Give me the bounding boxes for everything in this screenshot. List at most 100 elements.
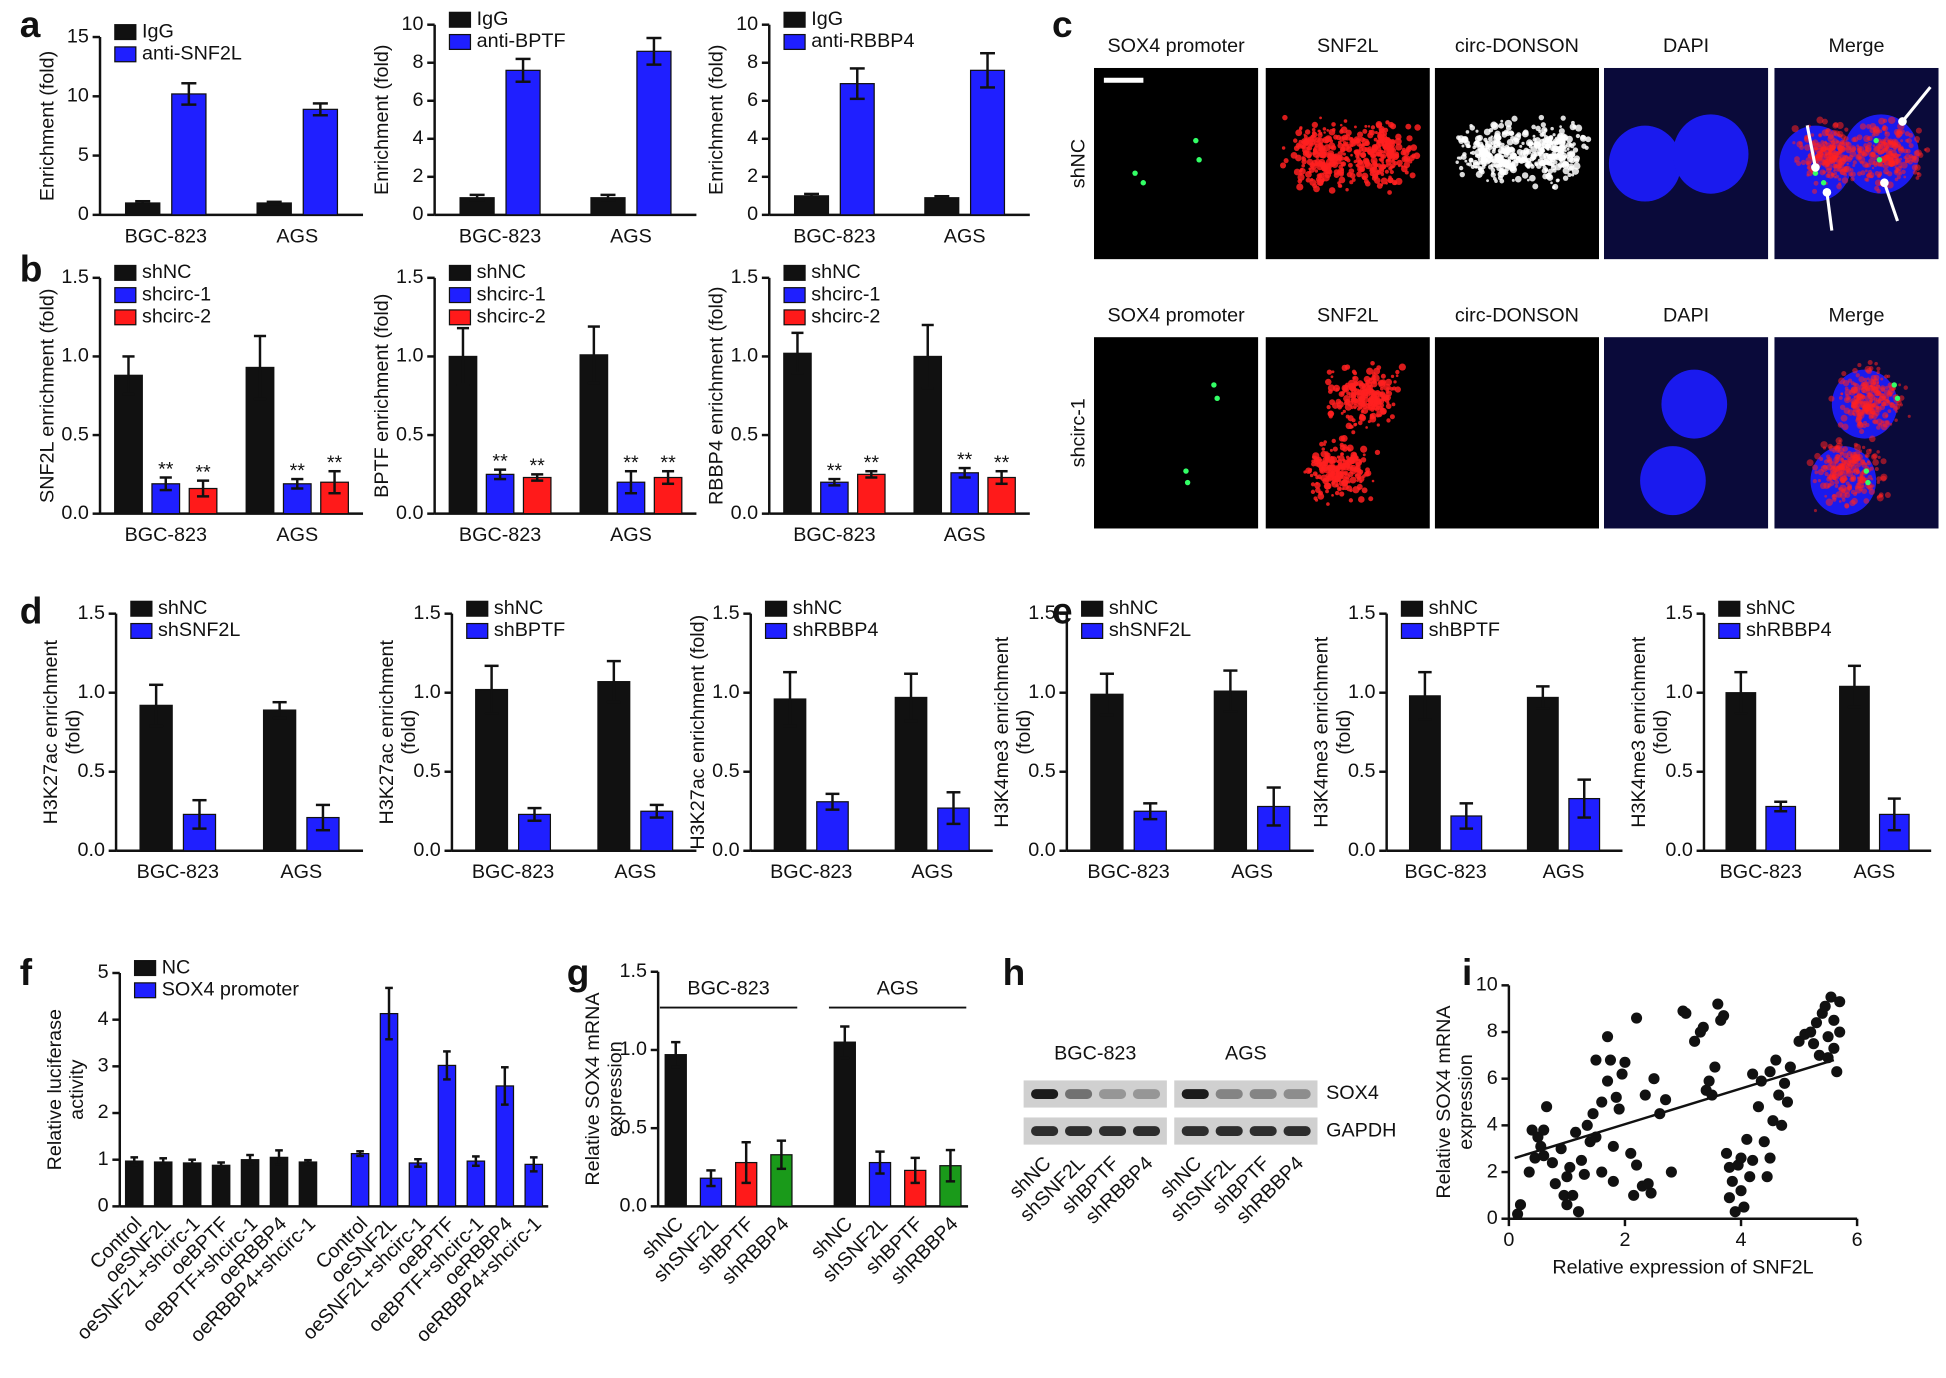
speckle	[1370, 125, 1376, 130]
column-header: SNF2L	[1317, 35, 1378, 57]
speckle	[1863, 498, 1870, 504]
speckle	[1384, 169, 1389, 174]
fish-dot	[1184, 479, 1191, 486]
y-tick-label: 15	[67, 25, 89, 47]
point	[1758, 1136, 1770, 1148]
column-header: SOX4 promoter	[1108, 35, 1246, 57]
speckle	[1862, 390, 1866, 394]
bar	[820, 481, 849, 515]
speckle	[1868, 157, 1876, 166]
point	[1578, 1168, 1590, 1180]
speckle	[1331, 480, 1336, 485]
error-bar	[662, 469, 675, 486]
point	[1631, 1012, 1643, 1024]
micrograph-bg	[1094, 337, 1259, 529]
y-tick-label: 1.0	[1028, 681, 1055, 703]
speckle	[1348, 391, 1356, 399]
y-axis-label: (fold)	[1650, 710, 1672, 755]
column-header: DAPI	[1663, 35, 1709, 57]
speckle	[1834, 484, 1839, 488]
speckle	[1314, 473, 1318, 476]
speckle	[1838, 454, 1843, 458]
bar	[1839, 685, 1870, 852]
speckle	[1541, 126, 1548, 134]
panel-label: h	[1003, 951, 1026, 993]
speckle	[1881, 157, 1887, 163]
speckle	[1360, 445, 1368, 453]
speckle	[1379, 391, 1386, 398]
speckle	[1834, 461, 1838, 465]
speckle	[1869, 435, 1876, 443]
legend-swatch	[783, 309, 806, 326]
legend-label: shNC	[158, 597, 207, 619]
y-tick-label: 0.5	[1028, 760, 1055, 782]
speckle	[1885, 420, 1890, 425]
speckle	[1861, 386, 1867, 391]
legend-label: SOX4 promoter	[162, 979, 300, 1001]
speckle	[1838, 487, 1845, 493]
speckle	[1360, 409, 1365, 414]
speckle	[1824, 494, 1828, 498]
speckle	[1311, 121, 1318, 129]
bar	[475, 688, 509, 852]
speckle	[1389, 169, 1394, 175]
speckle	[1581, 143, 1587, 149]
legend-swatch	[133, 960, 157, 977]
speckle	[1825, 498, 1834, 506]
x-axis-label: Relative expression of SNF2L	[1552, 1256, 1813, 1278]
speckle	[1353, 381, 1359, 386]
x-tick-label: BGC-823	[793, 225, 875, 247]
speckle	[1876, 476, 1882, 482]
error-bar	[606, 659, 621, 704]
speckle	[1849, 459, 1856, 467]
bar	[302, 108, 339, 216]
speckle	[1912, 170, 1918, 175]
speckle	[1505, 125, 1512, 131]
speckle	[1405, 148, 1411, 153]
speckle	[1844, 386, 1849, 391]
error-bar	[472, 1155, 480, 1167]
speckle	[1318, 142, 1322, 146]
fish-dot	[1132, 170, 1138, 176]
speckle	[1829, 478, 1833, 482]
column-header: circ-DONSON	[1455, 35, 1579, 57]
speckle	[1841, 146, 1846, 151]
speckle	[1364, 394, 1369, 399]
significance: **	[827, 460, 843, 482]
legend-label: shcirc-1	[811, 283, 880, 305]
point	[1619, 1056, 1631, 1068]
micrograph	[1094, 67, 1259, 260]
speckle	[1337, 140, 1342, 145]
speckle	[1368, 406, 1371, 410]
speckle	[1360, 401, 1366, 408]
speckle	[1532, 141, 1539, 148]
speckle	[1827, 146, 1834, 153]
speckle	[1885, 385, 1889, 390]
y-axis-label: RBBP4 enrichment (fold)	[706, 287, 728, 505]
speckle	[1467, 144, 1471, 149]
y-axis-label: H3K4me3 enrichment	[991, 636, 1013, 828]
y-tick-label: 2	[98, 1101, 109, 1123]
speckle	[1880, 458, 1887, 465]
speckle	[1856, 462, 1862, 468]
legend-swatch	[130, 600, 153, 617]
speckle	[1812, 478, 1817, 484]
speckle	[1557, 138, 1562, 142]
speckle	[1465, 130, 1470, 134]
legend-swatch	[783, 33, 806, 51]
point	[1778, 1077, 1791, 1089]
speckle	[1365, 426, 1368, 429]
panel-label: c	[1052, 3, 1073, 45]
speckle	[1884, 136, 1889, 142]
speckle	[1841, 479, 1846, 484]
y-tick-label: 0.0	[1665, 839, 1692, 861]
speckle	[1408, 154, 1415, 161]
speckle	[1346, 146, 1353, 153]
speckle	[1901, 169, 1906, 175]
speckle	[1379, 158, 1383, 162]
speckle	[1559, 125, 1562, 128]
bar	[245, 366, 275, 515]
speckle	[1880, 141, 1886, 146]
speckle	[1874, 361, 1878, 366]
bar	[597, 681, 631, 852]
